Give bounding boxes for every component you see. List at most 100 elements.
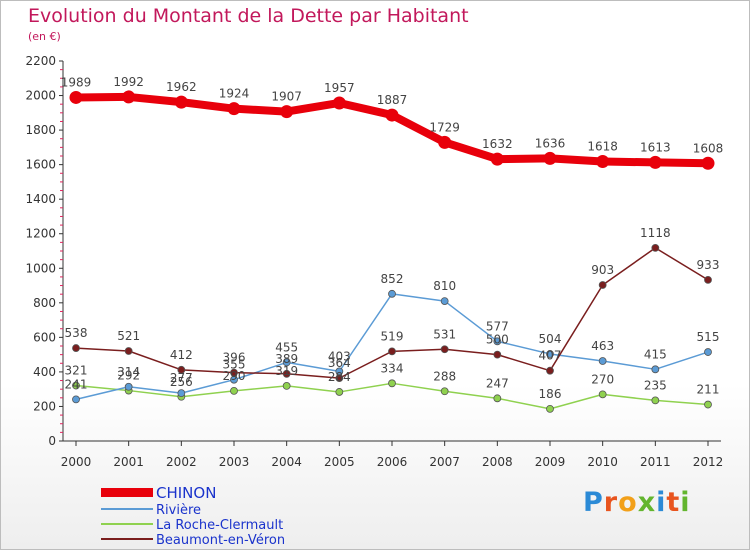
x-tick-label: 2009 — [535, 455, 566, 469]
data-point — [388, 289, 396, 298]
data-point — [546, 366, 554, 375]
data-label: 1989 — [61, 75, 92, 89]
y-tick-label: 1200 — [25, 227, 56, 241]
legend-label: CHINON — [156, 484, 216, 502]
data-label: 235 — [644, 378, 667, 392]
data-point — [493, 337, 502, 346]
chart-subtitle: (en €) — [28, 30, 61, 43]
data-label: 1613 — [640, 140, 671, 154]
data-point — [282, 381, 291, 390]
data-label: 531 — [433, 327, 456, 341]
proxiti-logo: Proxiti — [583, 487, 691, 518]
data-label: 1608 — [693, 141, 724, 155]
data-point — [704, 348, 712, 356]
data-label: 415 — [644, 347, 667, 361]
data-label: 538 — [65, 326, 88, 340]
y-tick-label: 600 — [33, 330, 56, 344]
data-point — [440, 387, 449, 396]
data-label: 211 — [697, 383, 720, 397]
data-point — [230, 368, 238, 377]
data-label: 463 — [591, 339, 614, 353]
data-point — [124, 382, 133, 391]
legend-label: La Roche-Clermault — [156, 518, 283, 533]
data-point — [493, 394, 502, 403]
data-point — [124, 347, 133, 355]
x-tick-label: 2008 — [482, 455, 513, 469]
data-point — [704, 275, 712, 284]
x-tick-label: 2001 — [113, 455, 144, 469]
y-tick-label: 2000 — [25, 89, 56, 103]
data-label: 364 — [328, 356, 351, 370]
logo-letter: i — [656, 487, 667, 518]
data-label: 355 — [223, 358, 246, 372]
data-point — [122, 90, 136, 104]
data-label: 256 — [170, 375, 193, 389]
data-point — [335, 388, 344, 396]
data-point — [490, 152, 504, 166]
data-point — [72, 344, 80, 352]
y-tick-label: 1400 — [25, 192, 56, 206]
data-point — [493, 350, 502, 359]
data-label: 290 — [223, 369, 246, 383]
data-label: 314 — [117, 365, 140, 379]
data-point — [596, 155, 610, 169]
logo-letter: i — [680, 487, 691, 518]
data-label: 504 — [539, 332, 562, 346]
y-tick-label: 2200 — [25, 54, 56, 68]
data-point — [651, 396, 660, 405]
data-point — [598, 281, 607, 289]
data-label: 292 — [117, 369, 140, 383]
data-label: 1636 — [535, 136, 566, 150]
data-point — [546, 404, 554, 413]
data-label: 1957 — [324, 81, 355, 95]
data-label: 241 — [65, 377, 88, 391]
data-label: 407 — [539, 349, 562, 363]
data-label: 319 — [275, 364, 298, 378]
data-point — [440, 297, 449, 305]
data-label: 519 — [381, 329, 404, 343]
data-label: 270 — [591, 372, 614, 386]
data-label: 903 — [591, 263, 614, 277]
data-label: 412 — [170, 348, 193, 362]
data-point — [69, 90, 83, 104]
data-label: 1729 — [429, 120, 460, 134]
data-label: 521 — [117, 329, 140, 343]
data-point — [230, 387, 238, 395]
data-point — [177, 365, 186, 374]
x-tick-label: 2005 — [324, 455, 355, 469]
data-label: 321 — [65, 364, 88, 378]
data-label: 1992 — [113, 75, 144, 89]
data-point — [72, 395, 80, 404]
data-label: 455 — [275, 340, 298, 354]
data-point — [282, 369, 291, 378]
data-label: 1632 — [482, 137, 513, 151]
logo-letter: r — [603, 487, 619, 518]
x-tick-label: 2006 — [377, 455, 408, 469]
data-point — [282, 358, 291, 367]
data-point — [701, 156, 715, 170]
x-tick-label: 2002 — [166, 455, 197, 469]
y-tick-label: 1800 — [25, 123, 56, 137]
data-label: 577 — [486, 319, 509, 333]
data-point — [440, 345, 449, 354]
data-label: 500 — [486, 333, 509, 347]
data-label: 389 — [275, 352, 298, 366]
y-tick-label: 1600 — [25, 158, 56, 172]
y-tick-label: 0 — [48, 434, 56, 448]
data-label: 1924 — [219, 87, 250, 101]
data-label: 1887 — [377, 93, 408, 107]
data-point — [332, 96, 346, 110]
data-point — [438, 135, 452, 149]
data-label: 247 — [486, 376, 509, 390]
logo-letter: o — [618, 487, 638, 518]
data-label: 1118 — [640, 226, 671, 240]
logo-letter: t — [666, 487, 681, 518]
legend-label: Rivière — [156, 503, 201, 518]
data-label: 284 — [328, 370, 351, 384]
data-point — [598, 390, 607, 399]
data-label: 277 — [170, 371, 193, 385]
y-tick-label: 200 — [33, 399, 56, 413]
data-label: 1962 — [166, 80, 197, 94]
x-tick-label: 2012 — [693, 455, 724, 469]
